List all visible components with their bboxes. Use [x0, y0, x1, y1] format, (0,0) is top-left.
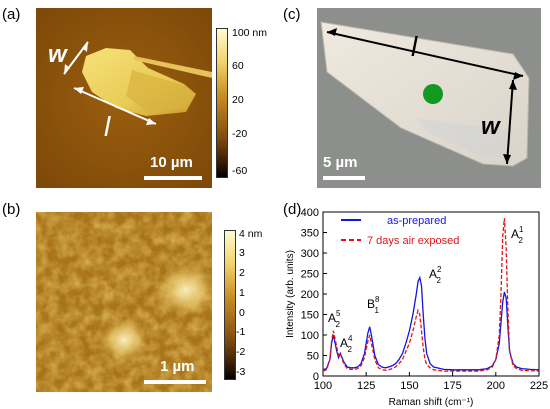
series-line-air-exposed: [322, 218, 540, 372]
colorbar-a-tick-0: 100 nm: [232, 27, 268, 39]
x-tick-label: 225: [530, 380, 548, 392]
afm-b-bright-region-2: [100, 318, 148, 362]
series-line-as-prepared: [322, 275, 540, 371]
x-tick-label: 125: [357, 380, 375, 392]
x-tick-label: 150: [400, 380, 418, 392]
l-arrowhead-a-1: [74, 87, 84, 94]
colorbar-a: [216, 28, 228, 178]
peak-label: B8 1: [367, 295, 380, 315]
y-tick-label: 50: [307, 351, 319, 363]
flake-a-strip: [134, 56, 212, 78]
w-arrow-c: [506, 79, 514, 165]
afm-image-b-svg: [36, 212, 212, 392]
y-tick-label: 0: [313, 371, 319, 383]
afm-image-a: w l 10 µm: [36, 8, 212, 188]
l-label-a: l: [104, 111, 111, 142]
l-label-c: l: [411, 31, 418, 62]
panel-a-letter: (a): [2, 6, 21, 23]
flake-c-shade: [417, 118, 513, 158]
optical-image-c: l w 5 µm: [317, 8, 541, 188]
y-tick-label: 250: [301, 269, 319, 281]
optical-image-c-svg: l w: [317, 8, 541, 188]
w-arrowhead-c-1: [509, 80, 517, 90]
scale-bar-c: [323, 176, 365, 180]
colorbar-b: [224, 230, 236, 380]
panel-d-letter: (d): [283, 201, 302, 218]
x-tick-label: 100: [314, 380, 332, 392]
colorbar-a-tick-3: -20: [232, 128, 248, 140]
raman-peak-labels: A5 2 A4 2 B8 1 A2 2 A1 2: [328, 225, 524, 354]
colorbar-b-tick-1: 3: [239, 247, 245, 259]
l-arrow-a: [73, 87, 157, 125]
laser-spot-dot: [423, 84, 443, 104]
l-arrowhead-c-1: [327, 28, 337, 36]
peak-label: A1 2: [511, 225, 524, 245]
y-tick-label: 150: [301, 310, 319, 322]
l-arrow-c: [326, 31, 524, 77]
y-tick-label: 100: [301, 330, 319, 342]
raman-chart: 100 125 150 175 200 225 0 50 100 150 200 250 300 350 4…: [285, 207, 548, 408]
scale-bar-a: [144, 176, 202, 180]
legend-label: 7 days air exposed: [367, 235, 459, 247]
scale-bar-b: [144, 380, 206, 384]
colorbar-b-tick-5: -1: [236, 326, 246, 338]
raman-legend: as-prepared 7 days air exposed: [341, 215, 459, 247]
colorbar-a-tick-2: 20: [232, 94, 244, 106]
x-tick-label: 200: [487, 380, 505, 392]
scale-label-b: 1 µm: [160, 358, 195, 375]
w-arrowhead-c-2: [503, 154, 511, 164]
y-tick-label: 200: [301, 289, 319, 301]
scale-label-a: 10 µm: [150, 154, 193, 171]
peak-label: A5 2: [328, 309, 341, 329]
x-axis-label: Raman shift (cm⁻¹): [389, 397, 474, 408]
w-arrowhead-a-2: [82, 42, 88, 52]
panel-c-letter: (c): [283, 6, 301, 23]
colorbar-a-tick-1: 60: [232, 60, 244, 72]
afm-image-b: 1 µm: [36, 212, 212, 392]
x-tick-label: 175: [443, 380, 461, 392]
flake-a-lower-step: [126, 70, 194, 112]
w-label-a: w: [48, 41, 68, 68]
scale-label-c: 5 µm: [323, 154, 358, 171]
l-arrowhead-c-2: [513, 72, 523, 80]
y-axis-label: Intensity (arb. units): [285, 250, 296, 338]
colorbar-b-tick-3: 1: [239, 287, 245, 299]
colorbar-b-tick-6: -2: [236, 346, 246, 358]
colorbar-b-tick-7: -3: [236, 366, 246, 378]
peak-label: A4 2: [340, 334, 353, 354]
y-tick-label: 400: [301, 207, 319, 219]
y-tick-label: 350: [301, 228, 319, 240]
panel-b-letter: (b): [2, 201, 21, 218]
legend-label: as-prepared: [387, 215, 446, 227]
w-label-c: w: [481, 113, 501, 140]
colorbar-b-tick-0: 4 nm: [239, 228, 263, 240]
raman-series: [322, 218, 540, 372]
y-tick-label: 300: [301, 248, 319, 260]
colorbar-a-tick-4: -60: [232, 165, 248, 177]
afm-image-a-svg: w l: [36, 8, 212, 188]
peak-label: A2 2: [429, 265, 442, 285]
raman-axes: 100 125 150 175 200 225 0 50 100 150 200 250 300 350 4…: [285, 207, 548, 408]
colorbar-b-tick-2: 2: [239, 267, 245, 279]
afm-b-bright-region-1: [156, 264, 212, 316]
l-arrowhead-a-2: [146, 118, 156, 125]
w-arrowhead-a-1: [64, 64, 70, 74]
colorbar-b-tick-4: 0: [239, 307, 245, 319]
